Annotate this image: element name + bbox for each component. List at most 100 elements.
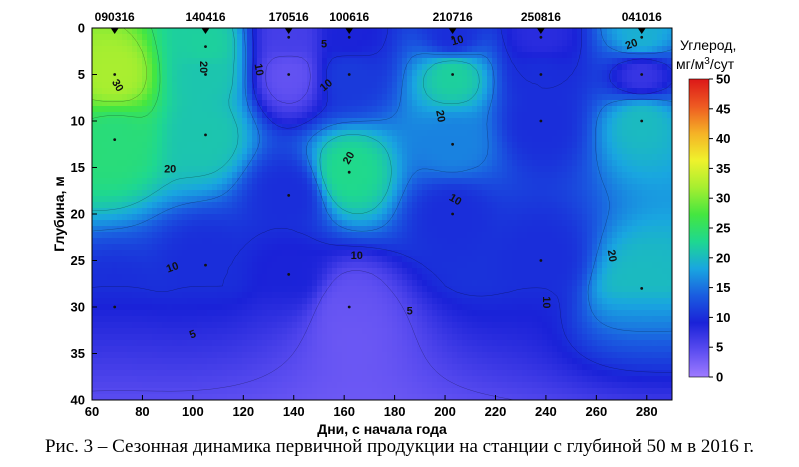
heatmap-cell (572, 112, 578, 119)
heatmap-cell (212, 268, 218, 275)
heatmap-cell (427, 214, 433, 221)
heatmap-cell (237, 184, 243, 191)
heatmap-cell (302, 178, 308, 185)
heatmap-cell (157, 124, 163, 131)
heatmap-cell (387, 106, 393, 113)
heatmap-cell (247, 256, 253, 263)
heatmap-cell (172, 226, 178, 233)
heatmap-cell (362, 88, 368, 95)
heatmap-cell (627, 262, 633, 269)
heatmap-cell (602, 184, 608, 191)
heatmap-cell (252, 76, 258, 83)
heatmap-cell (572, 136, 578, 143)
heatmap-cell (477, 202, 483, 209)
heatmap-cell (232, 154, 238, 161)
heatmap-cell (442, 40, 448, 47)
heatmap-cell (582, 238, 588, 245)
heatmap-cell (457, 118, 463, 125)
heatmap-cell (452, 250, 458, 257)
heatmap-cell (667, 214, 672, 221)
heatmap-cell (407, 46, 413, 53)
heatmap-cell (192, 262, 198, 269)
heatmap-cell (502, 118, 508, 125)
heatmap-cell (462, 76, 468, 83)
heatmap-cell (107, 28, 113, 35)
heatmap-cell (357, 226, 363, 233)
heatmap-cell (212, 226, 218, 233)
heatmap-cell (517, 160, 523, 167)
heatmap-cell (312, 130, 318, 137)
heatmap-cell (562, 256, 568, 263)
heatmap-cell (392, 160, 398, 167)
heatmap-cell (577, 40, 583, 47)
heatmap-cell (292, 280, 298, 287)
heatmap-cell (647, 58, 653, 65)
heatmap-cell (332, 112, 338, 119)
heatmap-cell (117, 28, 123, 35)
heatmap-cell (472, 280, 478, 287)
heatmap-cell (377, 154, 383, 161)
heatmap-cell (102, 160, 108, 167)
heatmap-cell (662, 100, 668, 107)
heatmap-cell (397, 220, 403, 227)
heatmap-cell (362, 238, 368, 245)
heatmap-cell (597, 172, 603, 179)
heatmap-cell (312, 190, 318, 197)
heatmap-cell (462, 214, 468, 221)
heatmap-cell (317, 118, 323, 125)
heatmap-cell (432, 268, 438, 275)
heatmap-cell (407, 124, 413, 131)
heatmap-cell (627, 208, 633, 215)
heatmap-cell (477, 106, 483, 113)
heatmap-cell (167, 262, 173, 269)
heatmap-cell (122, 280, 128, 287)
heatmap-cell (327, 232, 333, 239)
heatmap-cell (237, 172, 243, 179)
heatmap-cell (607, 220, 613, 227)
heatmap-cell (452, 256, 458, 263)
heatmap-cell (632, 46, 638, 53)
heatmap-cell (317, 70, 323, 77)
heatmap-cell (302, 58, 308, 65)
heatmap-cell (397, 268, 403, 275)
heatmap-cell (237, 256, 243, 263)
heatmap-cell (542, 34, 548, 41)
heatmap-cell (297, 160, 303, 167)
heatmap-cell (417, 64, 423, 71)
heatmap-cell (227, 226, 233, 233)
heatmap-cell (447, 142, 453, 149)
heatmap-cell (597, 70, 603, 77)
heatmap-cell (557, 184, 563, 191)
heatmap-cell (372, 118, 378, 125)
heatmap-cell (612, 280, 618, 287)
heatmap-cell (242, 190, 248, 197)
heatmap-cell (152, 124, 158, 131)
heatmap-cell (272, 214, 278, 221)
heatmap-cell (447, 148, 453, 155)
heatmap-cell (637, 184, 643, 191)
heatmap-cell (117, 100, 123, 107)
heatmap-cell (527, 202, 533, 209)
heatmap-cell (312, 154, 318, 161)
heatmap-cell (462, 256, 468, 263)
heatmap-cell (272, 262, 278, 269)
heatmap-cell (532, 112, 538, 119)
heatmap-cell (667, 82, 672, 89)
heatmap-cell (377, 106, 383, 113)
heatmap-cell (372, 172, 378, 179)
heatmap-cell (507, 154, 513, 161)
heatmap-cell (172, 148, 178, 155)
heatmap-cell (177, 262, 183, 269)
heatmap-cell (592, 34, 598, 41)
heatmap-cell (662, 262, 668, 269)
heatmap-cell (452, 262, 458, 269)
heatmap-cell (367, 154, 373, 161)
heatmap-cell (472, 196, 478, 203)
heatmap-cell (132, 52, 138, 59)
heatmap-cell (577, 58, 583, 65)
heatmap-cell (167, 130, 173, 137)
heatmap-cell (357, 268, 363, 275)
heatmap-cell (572, 232, 578, 239)
heatmap-cell (137, 274, 143, 281)
heatmap-cell (267, 250, 273, 257)
